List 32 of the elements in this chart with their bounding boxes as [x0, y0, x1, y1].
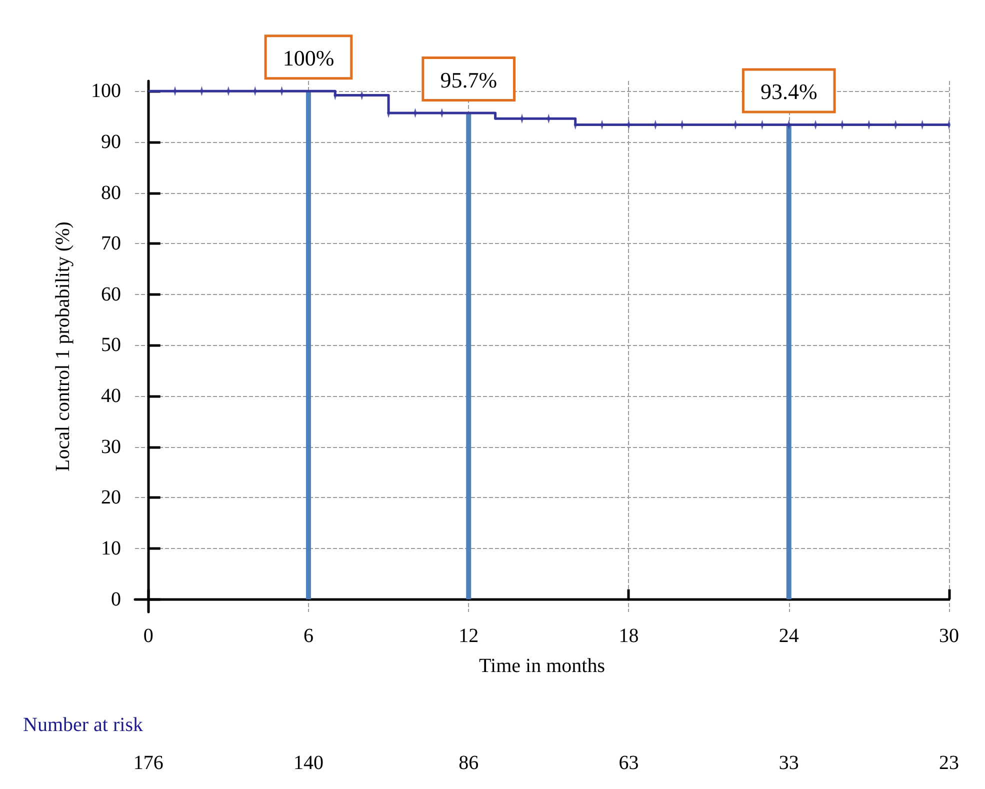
x-tick-label: 30 — [939, 625, 959, 647]
text: 63 — [618, 752, 639, 774]
x-axis-title: Time in months — [479, 655, 606, 677]
data-label: 100% — [282, 46, 334, 71]
y-tick-label: 90 — [101, 130, 121, 153]
text: 86 — [458, 752, 479, 774]
text: 33 — [778, 752, 799, 774]
data-label: 95.7% — [440, 68, 498, 93]
y-tick-label: 20 — [101, 486, 121, 509]
y-tick-label: 60 — [101, 283, 121, 306]
x-tick-label: 6 — [303, 625, 314, 647]
text: 140 — [293, 752, 324, 774]
y-tick-label: 70 — [101, 232, 121, 255]
x-tick-label: 12 — [458, 625, 479, 647]
text: 23 — [939, 752, 959, 774]
text: Number at risk — [23, 714, 143, 736]
y-tick-label: 10 — [101, 537, 121, 560]
y-axis-title: Local control 1 probability (%) — [52, 222, 74, 472]
y-tick-label: 40 — [101, 385, 121, 408]
bar — [466, 113, 472, 600]
y-tick-label: 0 — [111, 588, 121, 610]
y-tick-label: 100 — [91, 80, 121, 102]
y-tick-label: 50 — [101, 334, 121, 356]
bar — [786, 124, 792, 600]
y-tick-label: 30 — [101, 436, 121, 458]
x-tick-label: 18 — [618, 625, 639, 647]
y-tick-label: 80 — [101, 182, 121, 204]
x-tick-label: 24 — [778, 625, 799, 647]
x-tick-label: 0 — [143, 625, 154, 647]
bar — [306, 91, 311, 600]
text: 176 — [133, 752, 164, 774]
data-label: 93.4% — [760, 79, 818, 104]
